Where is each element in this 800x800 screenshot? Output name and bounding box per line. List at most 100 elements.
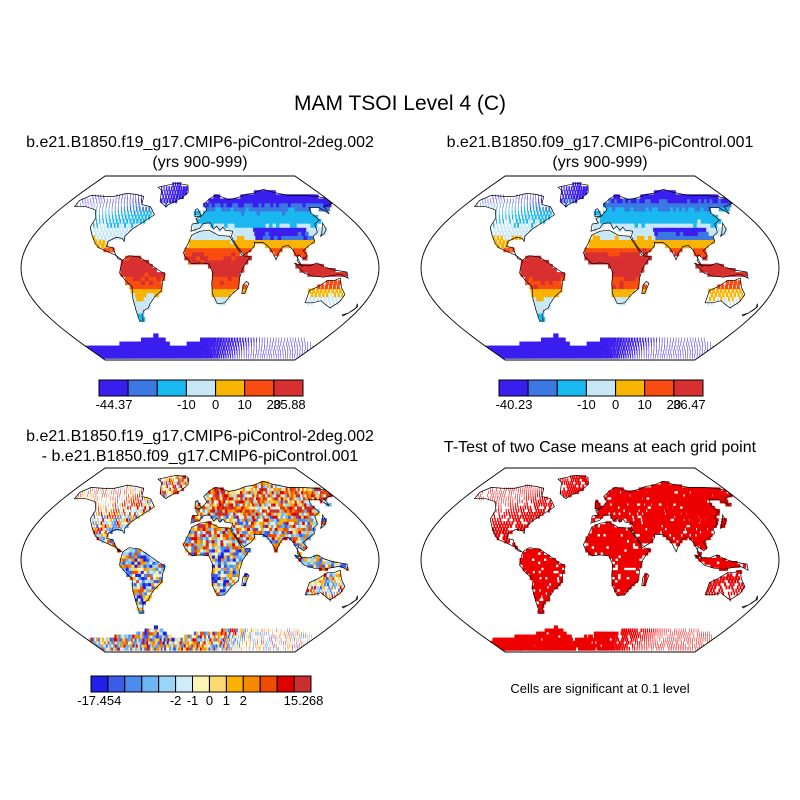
colorbar-label: 0: [205, 693, 214, 708]
map-field-cells: [77, 182, 348, 359]
coastline-eurasia: [190, 188, 333, 268]
coastline-south-america: [119, 255, 166, 322]
coastlines: [73, 474, 358, 614]
coastline-indonesia: [294, 554, 349, 571]
colorbar-label: 0: [211, 397, 220, 412]
colorbar-box: [156, 379, 187, 397]
coastline-indonesia: [294, 262, 349, 279]
panel-1-title-line2: (yrs 900-999): [152, 154, 248, 171]
coastline-africa: [583, 521, 651, 597]
coastline-new-zealand: [341, 303, 358, 317]
panel-1-map: [20, 175, 380, 361]
colorbar-label: 10: [637, 397, 652, 412]
coastline-north-america: [73, 193, 155, 261]
coastline-madagascar: [641, 572, 650, 586]
map-frame: [420, 175, 780, 361]
coastline-indonesia: [694, 262, 749, 279]
coastline-new-zealand: [741, 595, 758, 609]
panel-1-colorbar: [98, 379, 304, 397]
colorbar-label: 20: [666, 397, 682, 412]
panel-4-title-line1: T-Test of two Case means at each grid po…: [443, 439, 757, 456]
coastlines: [73, 182, 358, 322]
coastline-eurasia: [590, 480, 733, 560]
map-frame: [20, 467, 380, 653]
coastline-south-america: [519, 547, 566, 614]
colorbar-box: [615, 379, 646, 397]
coastline-indonesia: [694, 554, 749, 571]
colorbar-box: [175, 675, 193, 693]
panel-3-map: [20, 467, 380, 653]
coastline-greenland: [557, 182, 589, 208]
panel-2-map: [420, 175, 780, 361]
panel-4-title: T-Test of two Case means at each grid po…: [400, 438, 800, 458]
colorbar-label: -1: [186, 693, 199, 708]
panel-2-title-line2: (yrs 900-999): [552, 154, 648, 171]
map-field-cells: [477, 182, 748, 359]
panel-4-note: Cells are significant at 0.1 level: [510, 681, 690, 696]
panel-1-colorbar-labels: -44.37 -10 0 10 20 35.88: [96, 397, 306, 415]
coastline-africa: [583, 229, 651, 305]
colorbar-box: [273, 379, 304, 397]
coastline-south-america: [519, 255, 566, 322]
panel-3-colorbar: [90, 675, 312, 693]
coastlines: [473, 182, 758, 322]
colorbar-box: [192, 675, 210, 693]
coastline-australia: [304, 569, 346, 601]
coastline-eurasia: [590, 188, 733, 268]
coastline-north-america: [473, 485, 555, 553]
colorbar-box: [242, 675, 261, 693]
coastline-new-zealand: [341, 595, 358, 609]
coastline-south-america: [119, 547, 166, 614]
colorbar-label: -40.23: [495, 397, 533, 412]
panel-4-map: [420, 467, 780, 653]
coastline-africa: [183, 229, 251, 305]
colorbar-box: [293, 675, 312, 693]
coastline-japan: [719, 221, 727, 238]
colorbar-label: -2: [169, 693, 182, 708]
colorbar-box: [225, 675, 244, 693]
colorbar-box: [107, 675, 126, 693]
panel-1-title: b.e21.B1850.f19_g17.CMIP6-piControl-2deg…: [0, 133, 400, 173]
panel-2-title-line1: b.e21.B1850.f09_g17.CMIP6-piControl.001: [446, 134, 754, 151]
coastline-madagascar: [241, 280, 250, 294]
coastline-japan: [319, 221, 327, 238]
colorbar-box: [127, 379, 158, 397]
coastline-japan: [319, 513, 327, 530]
map-frame: [420, 467, 780, 653]
panel-2-title: b.e21.B1850.f09_g17.CMIP6-piControl.001 …: [400, 133, 800, 173]
coastline-uk: [594, 208, 603, 218]
colorbar-label: 2: [239, 693, 247, 708]
panel-2-colorbar-labels: -40.23 -10 0 10 20 36.47: [495, 397, 706, 415]
colorbar-box: [644, 379, 675, 397]
coastline-greenland: [557, 474, 589, 500]
panel-3-title: b.e21.B1850.f19_g17.CMIP6-piControl-2deg…: [0, 427, 400, 467]
colorbar-box: [215, 379, 246, 397]
colorbar-box: [209, 675, 227, 693]
colorbar-box: [585, 379, 617, 397]
coastline-greenland: [157, 182, 189, 208]
colorbar-label: -17.454: [77, 693, 122, 708]
coastline-australia: [704, 277, 746, 309]
colorbar-box: [498, 379, 529, 397]
colorbar-label: 0: [611, 397, 620, 412]
colorbar-label: 15.268: [283, 693, 324, 708]
colorbar-label: 20: [266, 397, 282, 412]
panel-1-title-line1: b.e21.B1850.f19_g17.CMIP6-piControl-2deg…: [26, 134, 374, 151]
coastline-greenland: [157, 474, 189, 500]
colorbar-label: -10: [576, 397, 596, 412]
coastline-uk: [194, 208, 203, 218]
colorbar-label: -10: [176, 397, 196, 412]
map-frame: [20, 175, 380, 361]
colorbar-box: [527, 379, 558, 397]
colorbar-box: [141, 675, 160, 693]
coastline-north-america: [473, 193, 555, 261]
coastline-madagascar: [241, 572, 250, 586]
panel-2-colorbar: [498, 379, 704, 397]
coastline-new-zealand: [741, 303, 758, 317]
coastline-africa: [183, 521, 251, 597]
colorbar-box: [98, 379, 129, 397]
coastline-north-america: [73, 485, 155, 553]
colorbar-box: [276, 675, 295, 693]
coastline-eurasia: [190, 480, 333, 560]
panel-3-colorbar-labels: -17.454 -2 -1 0 1 2 15.268: [77, 693, 323, 711]
